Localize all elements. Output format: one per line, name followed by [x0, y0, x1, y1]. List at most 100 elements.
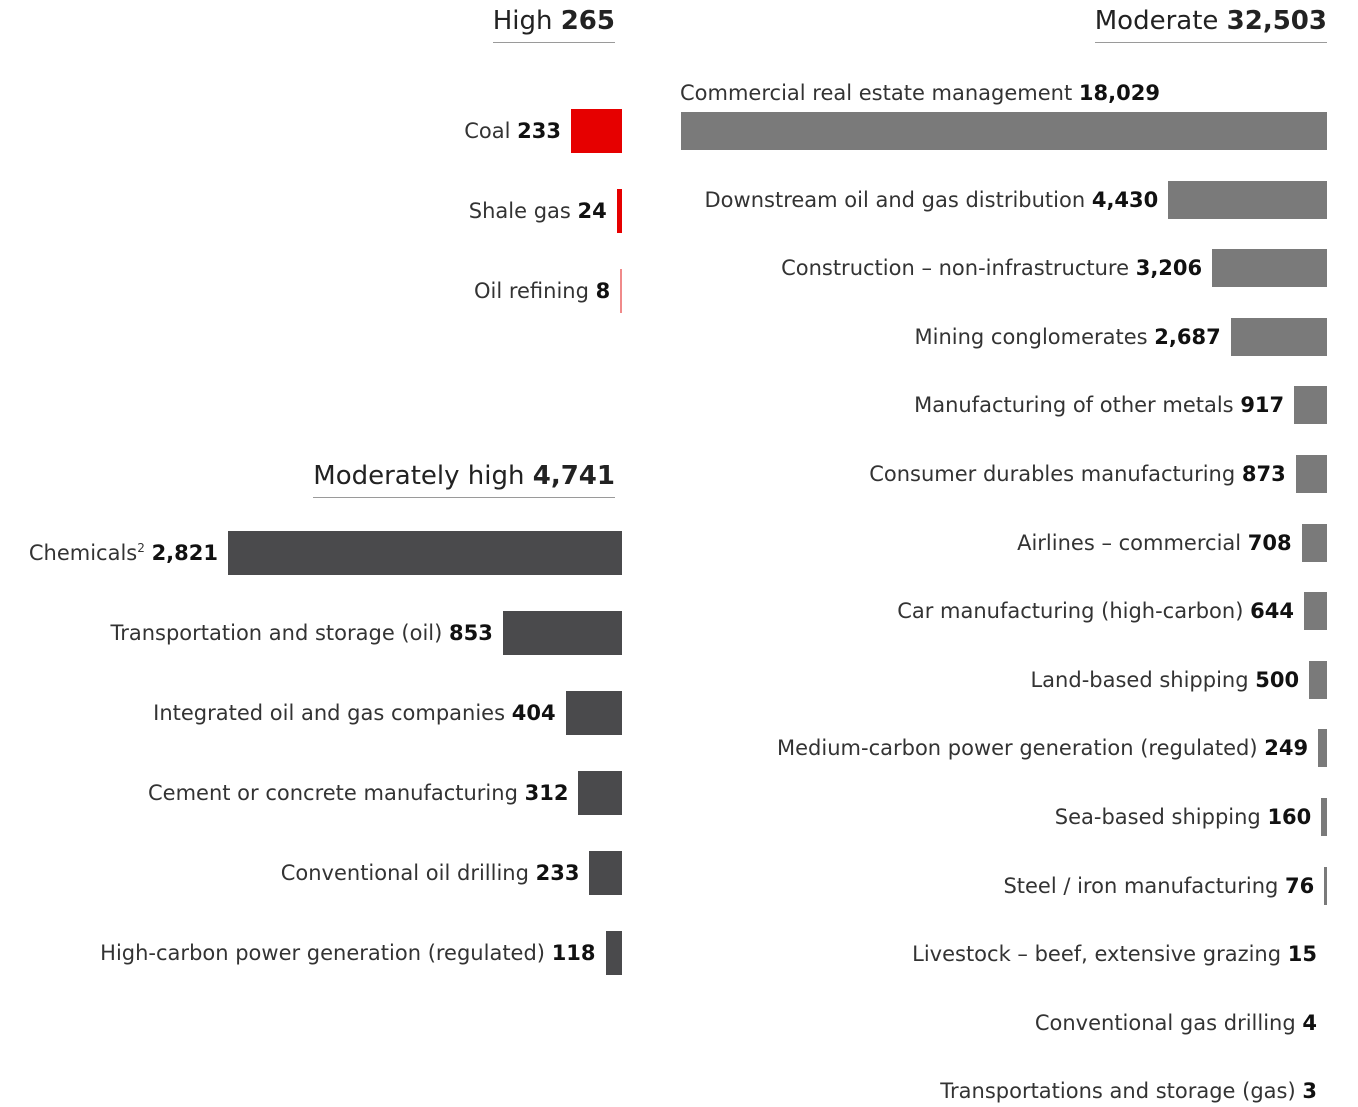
bar-land-based-shipping: [1309, 660, 1327, 699]
category-name: Consumer durables manufacturing: [869, 462, 1236, 486]
bar-label-transportations-and-storage-gas: Transportations and storage (gas) 3: [940, 1078, 1317, 1104]
bar-conventional-oil-drilling: [589, 851, 622, 895]
moderately-high-group-header: Moderately high 4,741: [313, 460, 615, 498]
bar-commercial-real-estate-management: [681, 112, 1327, 150]
category-name: Chemicals: [28, 541, 138, 565]
bar-label-livestock-beef-extensive-grazing: Livestock – beef, extensive grazing 15: [912, 941, 1317, 967]
bar-label-airlines-commercial: Airlines – commercial 708: [1017, 530, 1292, 556]
bar-oil-refining: [620, 269, 622, 313]
value-label: 15: [1287, 942, 1317, 967]
bar-label-mining-conglomerates: Mining conglomerates 2,687: [915, 324, 1221, 350]
bar-sea-based-shipping: [1321, 798, 1327, 836]
bar-label-car-manufacturing-high-carbon: Car manufacturing (high-carbon) 644: [897, 598, 1294, 624]
bar-label-commercial-real-estate-management: Commercial real estate management 18,029: [680, 80, 1160, 106]
high-group-total: 265: [560, 6, 615, 36]
value-label: 118: [551, 941, 596, 965]
bar-label-transportation-and-storage-oil: Transportation and storage (oil) 853: [110, 620, 492, 646]
category-name: Coal: [464, 119, 511, 143]
value-label: 708: [1247, 530, 1292, 555]
moderate-group-label: Moderate: [1094, 6, 1219, 36]
category-name: Mining conglomerates: [914, 324, 1148, 349]
bar-label-high-carbon-power-generation-regulated: High-carbon power generation (regulated)…: [100, 940, 595, 966]
value-label: 2,687: [1154, 324, 1221, 349]
category-name: Transportation and storage (oil): [110, 621, 443, 645]
bar-shale-gas: [616, 189, 622, 233]
category-name: Steel / iron manufacturing: [1003, 873, 1279, 898]
high-group-header: High 265: [492, 5, 615, 43]
value-label: 644: [1250, 599, 1294, 624]
value-label: 2,821: [151, 541, 218, 565]
bar-label-conventional-gas-drilling: Conventional gas drilling 4: [1035, 1010, 1317, 1036]
bar-car-manufacturing-high-carbon: [1303, 592, 1327, 631]
category-name: Oil refining: [473, 279, 589, 303]
high-group-label: High: [492, 6, 553, 36]
category-name: Cement or concrete manufacturing: [147, 781, 518, 805]
value-label: 4,430: [1091, 187, 1159, 212]
bar-label-construction-non-infrastructure: Construction – non-infrastructure 3,206: [781, 255, 1202, 281]
value-label: 233: [535, 861, 580, 885]
value-label: 160: [1267, 805, 1312, 829]
category-name: Integrated oil and gas companies: [153, 701, 506, 725]
category-name: Land-based shipping: [1030, 667, 1249, 692]
footnote-marker: 2: [137, 541, 145, 555]
bar-label-land-based-shipping: Land-based shipping 500: [1030, 667, 1299, 693]
bar-medium-carbon-power-generation-regulated: [1318, 729, 1327, 768]
value-label: 233: [517, 119, 561, 143]
value-label: 3,206: [1135, 256, 1203, 281]
category-name: Downstream oil and gas distribution: [704, 187, 1086, 212]
bar-label-oil-refining: Oil refining 8: [474, 278, 610, 304]
value-label: 873: [1241, 462, 1286, 486]
category-name: Livestock – beef, extensive grazing: [912, 942, 1282, 967]
value-label: 18,029: [1078, 81, 1160, 105]
category-name: Conventional gas drilling: [1034, 1010, 1296, 1035]
moderate-group-header: Moderate 32,503: [1094, 5, 1327, 43]
category-name: Transportations and storage (gas): [940, 1079, 1296, 1104]
category-name: Medium-carbon power generation (regulate…: [777, 736, 1258, 761]
category-name: Conventional oil drilling: [280, 861, 529, 885]
bar-label-conventional-oil-drilling: Conventional oil drilling 233: [281, 860, 580, 886]
value-label: 312: [524, 781, 569, 805]
value-label: 404: [511, 701, 556, 725]
value-label: 24: [577, 199, 607, 223]
moderate-group-total: 32,503: [1226, 6, 1327, 36]
bar-mining-conglomerates: [1230, 317, 1327, 356]
category-name: Shale gas: [468, 199, 571, 223]
bar-cement-or-concrete-manufacturing: [578, 771, 622, 815]
value-label: 917: [1240, 393, 1285, 418]
category-name: Airlines – commercial: [1017, 530, 1242, 555]
bar-steel-iron-manufacturing: [1324, 866, 1327, 905]
category-name: Sea-based shipping: [1054, 805, 1261, 829]
bar-airlines-commercial: [1301, 523, 1327, 562]
category-name: Commercial real estate management: [680, 81, 1073, 105]
moderately-high-group-label: Moderately high: [313, 461, 525, 491]
bar-integrated-oil-and-gas-companies: [565, 691, 622, 735]
category-name: Manufacturing of other metals: [914, 393, 1234, 418]
bar-consumer-durables-manufacturing: [1295, 455, 1327, 493]
bar-label-chemicals: Chemicals2 2,821: [29, 540, 218, 566]
bar-coal: [571, 109, 622, 153]
bar-chemicals: [228, 531, 622, 575]
category-name: Car manufacturing (high-carbon): [897, 599, 1244, 624]
value-label: 3: [1302, 1079, 1317, 1104]
value-label: 500: [1255, 667, 1300, 692]
moderately-high-group-total: 4,741: [532, 461, 615, 491]
bar-downstream-oil-and-gas-distribution: [1168, 180, 1327, 219]
bar-label-manufacturing-of-other-metals: Manufacturing of other metals 917: [914, 392, 1284, 418]
bar-label-medium-carbon-power-generation-regulated: Medium-carbon power generation (regulate…: [777, 735, 1308, 761]
bar-transportation-and-storage-oil: [502, 611, 622, 655]
category-name: High-carbon power generation (regulated): [100, 941, 545, 965]
bar-label-sea-based-shipping: Sea-based shipping 160: [1055, 804, 1312, 830]
bar-label-shale-gas: Shale gas 24: [469, 198, 607, 224]
value-label: 249: [1264, 736, 1309, 761]
value-label: 853: [449, 621, 493, 645]
value-label: 8: [595, 279, 611, 303]
bar-label-steel-iron-manufacturing: Steel / iron manufacturing 76: [1003, 873, 1314, 899]
value-label: 4: [1302, 1010, 1317, 1035]
bar-construction-non-infrastructure: [1212, 249, 1327, 288]
category-name: Construction – non-infrastructure: [781, 256, 1130, 281]
bar-label-consumer-durables-manufacturing: Consumer durables manufacturing 873: [869, 461, 1286, 487]
bar-label-coal: Coal 233: [464, 118, 561, 144]
value-label: 76: [1285, 873, 1315, 898]
